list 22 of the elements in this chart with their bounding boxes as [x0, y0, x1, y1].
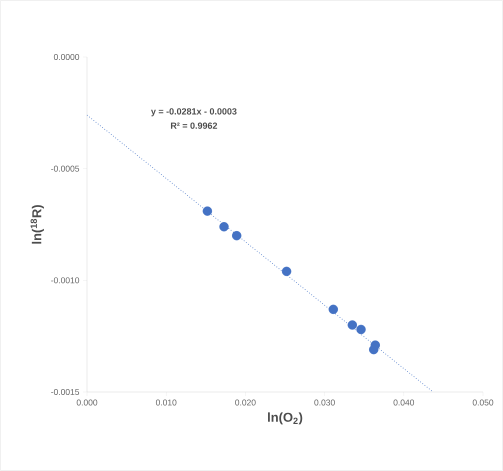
- x-tick-label: 0.010: [156, 400, 176, 406]
- y-tick-label: 0.0000: [54, 54, 80, 60]
- point: [282, 266, 292, 276]
- annotation: y = -0.0281x - 0.0003: [150, 108, 237, 116]
- point: [202, 206, 212, 216]
- y-tick-label: -0.0010: [51, 277, 80, 284]
- y-axis-title: ln($^{18}$R): [30, 205, 44, 244]
- point: [219, 222, 229, 232]
- annotation: R² = 0.9962: [170, 122, 218, 129]
- x-tick-label: 0.050: [472, 400, 494, 406]
- y-tick-label: -0.0015: [51, 389, 80, 395]
- point: [348, 320, 358, 330]
- x-tick-label: 0.000: [76, 400, 98, 406]
- x-tick-label: 0.020: [235, 400, 256, 406]
- point: [232, 230, 242, 240]
- point: [369, 344, 378, 354]
- x-axis-title: ln(O$_{2}$): [268, 412, 302, 424]
- point: [356, 324, 366, 334]
- point: [328, 304, 338, 314]
- y-tick-label: -0.0005: [51, 166, 80, 172]
- x-tick-label: 0.040: [394, 400, 414, 406]
- x-tick-label: 0.030: [314, 400, 335, 406]
